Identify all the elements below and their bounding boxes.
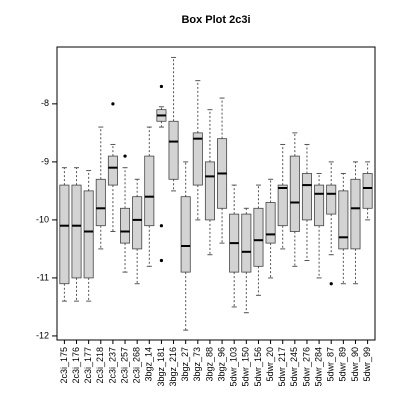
x-tick-label: 5dwr_150 bbox=[241, 347, 251, 387]
y-tick-label: -10 bbox=[36, 214, 49, 224]
box bbox=[289, 155, 300, 232]
box bbox=[120, 207, 131, 244]
box bbox=[71, 184, 82, 279]
x-tick-label: 5dwr_103 bbox=[229, 347, 239, 387]
box bbox=[144, 155, 155, 227]
x-tick-label: 5dwr_99 bbox=[362, 347, 372, 382]
box bbox=[314, 184, 325, 227]
box bbox=[95, 178, 106, 227]
box bbox=[362, 173, 373, 209]
x-tick-label: 3bgz_73 bbox=[192, 347, 202, 382]
x-tick-label: 3bgz_96 bbox=[216, 347, 226, 382]
plot-border bbox=[56, 46, 376, 341]
box bbox=[253, 207, 264, 267]
box bbox=[326, 184, 337, 215]
box bbox=[338, 190, 349, 250]
x-tick-label: 5dwr_87 bbox=[326, 347, 336, 382]
box bbox=[168, 120, 179, 180]
y-tick-label: -11 bbox=[37, 272, 49, 282]
outlier bbox=[111, 102, 115, 106]
box bbox=[350, 178, 361, 250]
outlier bbox=[159, 224, 164, 228]
x-tick-label: 3bgz_181 bbox=[156, 347, 166, 387]
box bbox=[83, 190, 94, 279]
y-tick-label: -9 bbox=[41, 156, 49, 166]
x-tick-label: 2c3i_268 bbox=[132, 347, 142, 384]
box bbox=[241, 213, 252, 273]
x-tick-label: 3bgz_216 bbox=[168, 347, 178, 387]
outlier bbox=[123, 154, 127, 158]
x-tick-label: 5dwr_245 bbox=[289, 347, 299, 387]
x-tick-label: 2c3i_175 bbox=[59, 347, 69, 384]
x-tick-label: 2c3i_237 bbox=[107, 347, 117, 384]
x-tick-label: 5dwr_217 bbox=[277, 347, 287, 387]
x-tick-label: 2c3i_257 bbox=[119, 347, 129, 384]
outlier bbox=[159, 84, 164, 89]
y-tick-label: -12 bbox=[36, 330, 49, 340]
box bbox=[265, 202, 276, 244]
x-tick-label: 5dwr_89 bbox=[338, 347, 348, 382]
x-tick-label: 5dwr_90 bbox=[350, 347, 360, 382]
chart-title: Box Plot 2c3i bbox=[181, 14, 250, 26]
box bbox=[107, 155, 118, 186]
box bbox=[180, 196, 191, 273]
x-tick-label: 3bgz_27 bbox=[180, 347, 190, 382]
box bbox=[192, 132, 203, 186]
x-tick-label: 5dwr_20 bbox=[265, 347, 275, 382]
box bbox=[277, 184, 288, 227]
box bbox=[59, 184, 70, 285]
x-tick-label: 2c3i_218 bbox=[95, 347, 105, 384]
x-tick-label: 3bgz_14 bbox=[144, 347, 154, 382]
x-tick-label: 3bgz_88 bbox=[204, 347, 214, 382]
outlier bbox=[159, 258, 164, 263]
box bbox=[204, 161, 215, 221]
box bbox=[301, 173, 312, 221]
x-tick-label: 5dwr_276 bbox=[301, 347, 311, 387]
box bbox=[132, 196, 143, 250]
outlier bbox=[329, 282, 333, 286]
x-tick-label: 2c3i_177 bbox=[83, 347, 93, 384]
x-tick-label: 5dwr_156 bbox=[253, 347, 263, 387]
x-tick-label: 2c3i_176 bbox=[71, 347, 81, 384]
y-tick-label: -8 bbox=[41, 98, 49, 108]
x-tick-label: 5dwr_284 bbox=[313, 347, 323, 387]
